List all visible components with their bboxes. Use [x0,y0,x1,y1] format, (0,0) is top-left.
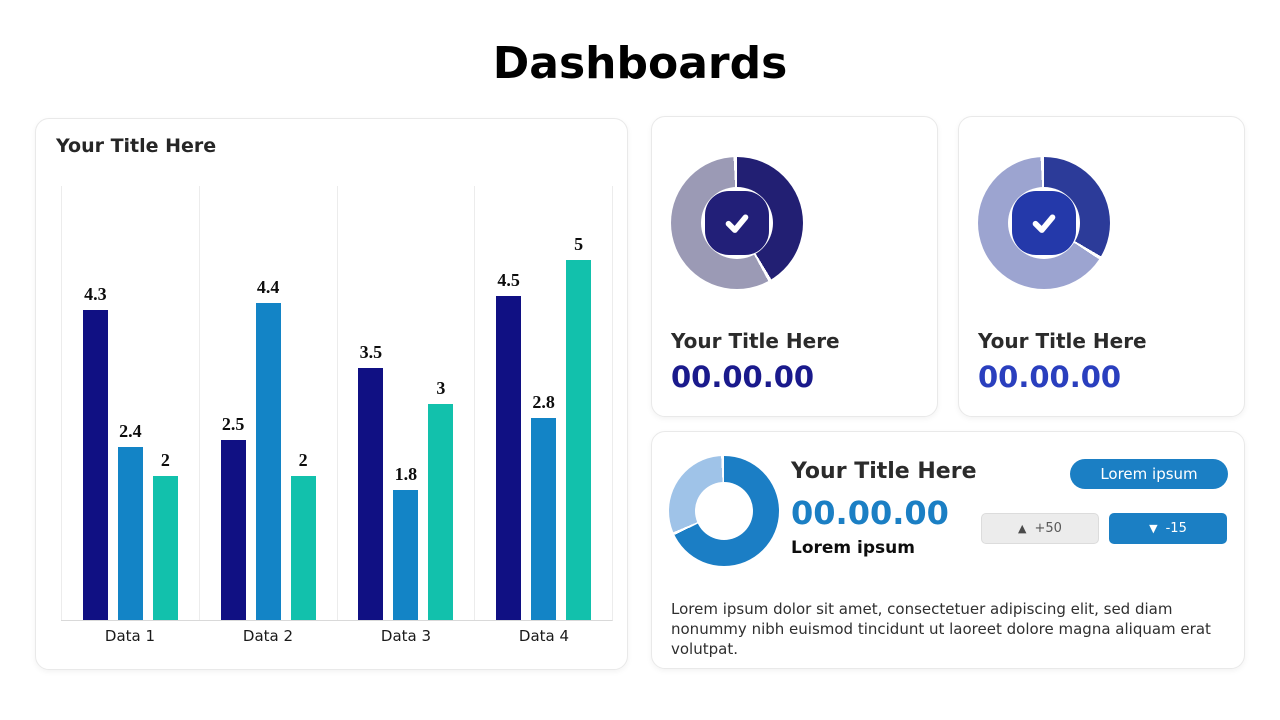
category-label: Data 2 [242,627,294,645]
bar-with-label: 2.5 [220,186,246,620]
decrease-button[interactable]: ▼ -15 [1109,513,1227,544]
bar-with-label: 2.8 [531,186,557,620]
bar-value-label: 4.5 [497,270,520,290]
bar-value-label: 2.4 [119,421,142,442]
bar-with-label: 4.3 [82,186,108,620]
bar-series-1 [496,296,522,620]
bar-with-label: 5 [566,186,592,620]
bar-chart-axis: Data 1 Data 2 Data 3 Data 4 [61,627,613,645]
stat-donut-chart-1 [671,157,803,289]
lorem-pill-button[interactable]: Lorem ipsum [1070,459,1228,489]
category-label: Data 3 [380,627,432,645]
detail-donut-chart [669,456,779,566]
category-label: Data 1 [104,627,156,645]
stat-card-title: Your Title Here [671,329,840,353]
stat-card-2: Your Title Here 00.00.00 [958,116,1245,417]
bar-chart-card: Your Title Here 4.3 2.4 2 2.5 4.4 2 3.5 1.8 3 4.5… [35,118,628,670]
stat-card-value: 00.00.00 [671,360,815,394]
bar-series-3 [428,404,454,620]
bar-with-label: 1.8 [393,186,419,620]
bar-series-1 [358,368,384,620]
bar-chart-title: Your Title Here [56,135,217,157]
check-icon [725,214,749,233]
stat-donut-chart-2 [978,157,1110,289]
bar-group: 2.5 4.4 2 [198,186,337,620]
check-icon [1032,214,1056,233]
check-badge [705,191,769,255]
bar-group: 4.3 2.4 2 [61,186,199,620]
bar-value-label: 4.4 [256,277,280,298]
bar-value-label: 4.3 [84,284,107,305]
triangle-up-icon: ▲ [1018,522,1027,535]
bar-with-label: 4.4 [255,186,281,620]
detail-card-paragraph: Lorem ipsum dolor sit amet, consectetuer… [671,600,1211,658]
bar-series-2 [117,447,143,620]
bar-group: 4.5 2.8 5 [474,186,612,620]
bar-value-label: 3 [436,378,446,398]
detail-card: Your Title Here 00.00.00 Lorem ipsum Lor… [651,431,1245,669]
bar-with-label: 3 [428,186,454,620]
check-badge [1012,191,1076,255]
bar-series-3 [290,476,316,620]
bar-with-label: 2 [290,186,316,620]
increase-button[interactable]: ▲ +50 [981,513,1099,544]
bar-value-label: 2 [298,450,308,470]
stat-card-value: 00.00.00 [978,360,1122,394]
detail-card-subtitle: Lorem ipsum [791,538,915,558]
bar-group: 3.5 1.8 3 [336,186,475,620]
triangle-down-icon: ▼ [1149,522,1158,535]
bar-with-label: 2 [152,186,178,620]
bar-value-label: 2.5 [221,414,245,434]
stat-card-1: Your Title Here 00.00.00 [651,116,938,417]
bar-value-label: 3.5 [359,342,383,362]
bar-series-2 [255,303,281,620]
decrease-button-label: -15 [1165,521,1187,536]
bar-with-label: 2.4 [117,186,143,620]
bar-value-label: 2.8 [532,392,555,413]
bar-series-2 [393,490,419,620]
bar-chart-plot: 4.3 2.4 2 2.5 4.4 2 3.5 1.8 3 4.5 2.8 5 [61,186,613,621]
bar-series-1 [82,310,108,620]
detail-card-value: 00.00.00 [791,494,949,532]
bar-series-2 [531,418,557,620]
bar-with-label: 4.5 [496,186,522,620]
bar-value-label: 2 [160,450,170,470]
increase-button-label: +50 [1034,521,1062,536]
bar-series-3 [152,476,178,620]
detail-card-title: Your Title Here [791,459,977,484]
category-label: Data 4 [518,627,570,645]
bar-value-label: 5 [574,234,584,254]
bar-with-label: 3.5 [358,186,384,620]
page-title: Dashboards [492,38,788,89]
bar-series-1 [220,440,246,620]
bar-value-label: 1.8 [394,464,418,485]
stat-card-title: Your Title Here [978,329,1147,353]
bar-series-3 [566,260,592,620]
